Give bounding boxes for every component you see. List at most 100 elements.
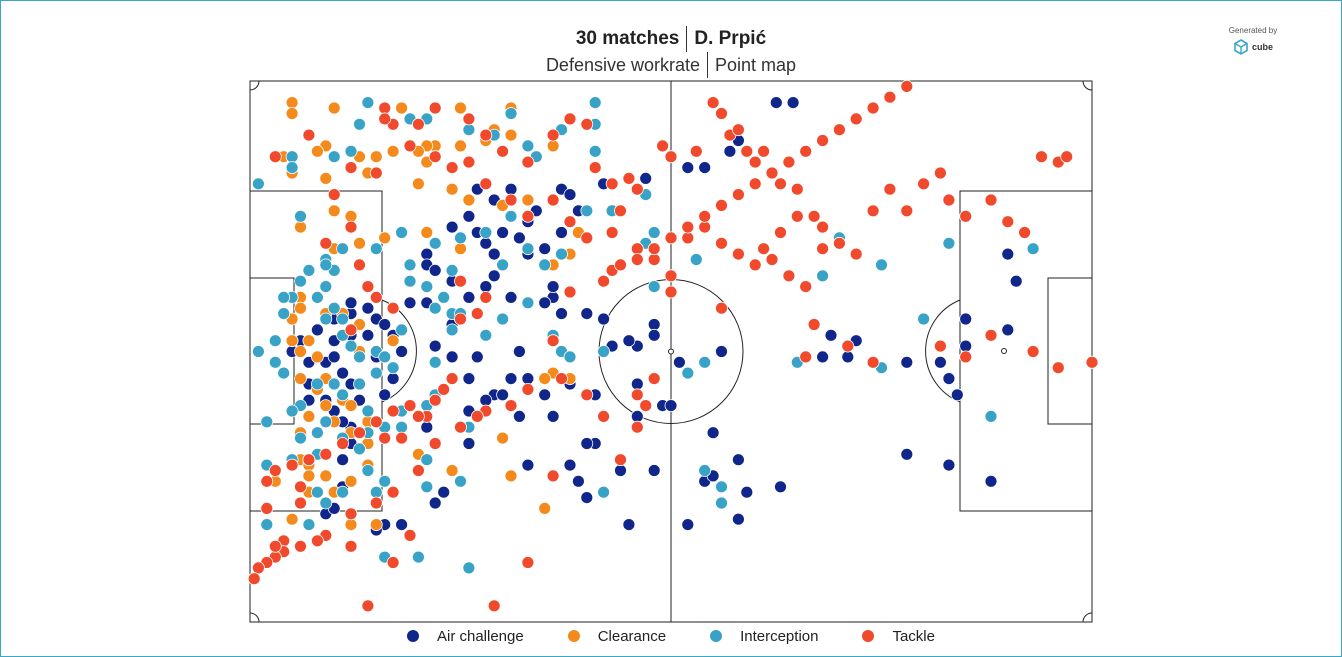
- point-interception: [984, 409, 998, 423]
- point-tackle: [740, 144, 754, 158]
- point-tackle: [344, 539, 358, 553]
- point-tackle: [681, 220, 695, 234]
- point-tackle: [470, 307, 484, 321]
- point-air-challenge: [479, 236, 493, 250]
- point-interception: [353, 117, 366, 131]
- point-tackle: [546, 128, 560, 142]
- point-interception: [647, 280, 661, 294]
- point-air-challenge: [361, 328, 375, 342]
- point-clearance: [538, 501, 552, 515]
- point-clearance: [285, 107, 299, 120]
- right-penalty-spot: [1001, 348, 1007, 354]
- point-interception: [344, 339, 358, 353]
- point-interception: [395, 226, 409, 239]
- point-clearance: [386, 334, 400, 348]
- point-tackle: [546, 334, 560, 348]
- point-tackle: [959, 350, 973, 364]
- point-air-challenge: [1009, 274, 1023, 288]
- point-air-challenge: [428, 263, 442, 277]
- point-interception: [555, 247, 568, 261]
- point-interception: [319, 258, 333, 272]
- point-interception: [521, 242, 535, 256]
- point-tackle: [790, 209, 804, 223]
- point-tackle: [302, 453, 316, 467]
- point-clearance: [327, 101, 341, 115]
- point-clearance: [395, 101, 409, 115]
- point-tackle: [715, 301, 728, 315]
- point-air-challenge: [1001, 247, 1015, 261]
- point-tackle: [479, 177, 493, 191]
- point-tackle: [630, 420, 644, 434]
- point-air-challenge: [934, 355, 947, 369]
- point-tackle: [639, 399, 653, 413]
- brand-generated-by: Generated by: [1228, 26, 1278, 35]
- point-tackle: [698, 220, 712, 234]
- point-interception: [580, 204, 594, 218]
- point-clearance: [369, 150, 383, 164]
- point-clearance: [344, 399, 358, 413]
- point-tackle: [984, 193, 998, 207]
- point-tackle: [732, 247, 745, 261]
- point-tackle: [715, 236, 728, 250]
- point-air-challenge: [445, 350, 459, 364]
- legend-swatch: [567, 630, 580, 642]
- point-tackle: [630, 253, 644, 266]
- point-tackle: [900, 80, 914, 93]
- point-interception: [277, 366, 291, 380]
- point-tackle: [521, 155, 535, 169]
- point-air-challenge: [336, 453, 350, 467]
- point-clearance: [445, 464, 459, 477]
- point-interception: [479, 328, 493, 342]
- point-air-challenge: [546, 409, 560, 423]
- point-air-challenge: [841, 350, 855, 364]
- point-clearance: [285, 334, 299, 348]
- point-air-challenge: [336, 366, 350, 380]
- point-clearance: [546, 139, 560, 153]
- legend-item-tackle: Tackle: [862, 628, 935, 645]
- point-tackle: [327, 188, 341, 202]
- point-air-challenge: [462, 209, 476, 223]
- point-tackle: [1026, 345, 1040, 358]
- point-air-challenge: [1001, 323, 1015, 337]
- point-tackle: [715, 107, 728, 120]
- brand-logo: cube: [1218, 39, 1288, 55]
- point-tackle: [656, 139, 669, 153]
- point-clearance: [454, 139, 467, 153]
- point-clearance: [462, 193, 476, 207]
- point-clearance: [302, 469, 316, 483]
- point-tackle: [757, 242, 770, 256]
- point-tackle: [614, 258, 627, 272]
- point-clearance: [378, 231, 392, 245]
- point-air-challenge: [774, 480, 787, 494]
- point-tackle: [630, 182, 644, 196]
- point-interception: [268, 334, 282, 348]
- point-interception: [816, 269, 829, 283]
- point-air-challenge: [732, 512, 745, 526]
- point-interception: [369, 366, 383, 380]
- point-tackle: [630, 242, 644, 256]
- point-tackle: [732, 123, 745, 137]
- point-tackle: [247, 572, 261, 586]
- point-tackle: [765, 253, 779, 266]
- chart-legend: Air challenge Clearance Interception Tackle: [0, 626, 1342, 646]
- point-clearance: [504, 469, 518, 483]
- point-interception: [698, 464, 712, 477]
- point-tackle: [344, 161, 358, 175]
- point-air-challenge: [420, 247, 434, 261]
- point-air-challenge: [428, 339, 442, 353]
- point-tackle: [934, 339, 947, 353]
- point-tackle: [849, 247, 863, 261]
- point-air-challenge: [664, 399, 678, 413]
- point-air-challenge: [420, 420, 434, 434]
- point-air-challenge: [647, 328, 661, 342]
- point-tackle: [647, 372, 661, 386]
- point-interception: [420, 480, 434, 494]
- point-interception: [361, 96, 375, 109]
- point-tackle: [428, 437, 442, 450]
- point-tackle: [470, 409, 484, 423]
- legend-item-interception: Interception: [710, 628, 818, 645]
- point-tackle: [260, 474, 274, 488]
- point-air-challenge: [546, 280, 560, 294]
- point-interception: [260, 415, 274, 429]
